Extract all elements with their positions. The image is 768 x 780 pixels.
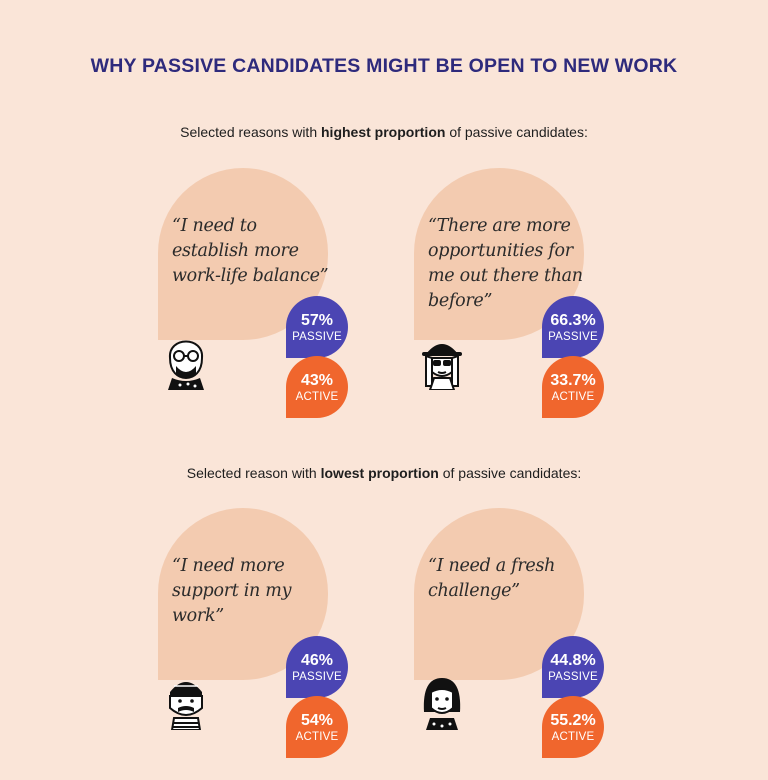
passive-percent: 44.8% — [550, 652, 596, 669]
bald-man-glasses-icon — [168, 340, 204, 390]
active-badge: 43% ACTIVE — [286, 356, 348, 418]
quote-text: “I need more support in my work” — [172, 556, 292, 626]
passive-label: PASSIVE — [292, 671, 342, 683]
active-label: ACTIVE — [551, 731, 595, 743]
woman-hat-sunglasses-icon — [422, 344, 462, 390]
section-low-pre: Selected reason with — [186, 465, 321, 481]
active-percent: 43% — [300, 372, 334, 389]
woman-bob-hair-icon — [423, 678, 461, 730]
man-beanie-mustache-icon — [169, 682, 203, 730]
section-high-post: of passive candidates: — [445, 124, 588, 140]
passive-badge: 66.3% PASSIVE — [542, 296, 604, 358]
quote-text: “I need a fresh challenge” — [428, 556, 556, 601]
active-percent: 55.2% — [550, 712, 596, 729]
active-label: ACTIVE — [295, 391, 339, 403]
reason-card-fresh-challenge: “I need a fresh challenge” 44.8% PASSIVE… — [414, 508, 714, 768]
passive-badge: 44.8% PASSIVE — [542, 636, 604, 698]
passive-percent: 66.3% — [550, 312, 596, 329]
passive-label: PASSIVE — [548, 671, 598, 683]
section-low-post: of passive candidates: — [438, 465, 582, 481]
passive-percent: 46% — [300, 652, 334, 669]
quote-text: “I need to establish more work-life bala… — [172, 216, 329, 286]
active-percent: 54% — [300, 712, 334, 729]
reason-card-more-opportunities: “There are more opportunities for me out… — [414, 168, 714, 428]
passive-percent: 57% — [300, 312, 334, 329]
section-low-heading: Selected reason with lowest proportion o… — [0, 465, 768, 481]
active-label: ACTIVE — [295, 731, 339, 743]
section-high-heading: Selected reasons with highest proportion… — [0, 124, 768, 140]
active-badge: 55.2% ACTIVE — [542, 696, 604, 758]
section-high-pre: Selected reasons with — [180, 124, 321, 140]
passive-badge: 46% PASSIVE — [286, 636, 348, 698]
page-title: WHY PASSIVE CANDIDATES MIGHT BE OPEN TO … — [90, 55, 678, 77]
section-high-bold: highest proportion — [321, 124, 446, 140]
reason-card-work-life-balance: “I need to establish more work-life bala… — [158, 168, 458, 428]
quote-text: “There are more opportunities for me out… — [428, 216, 583, 311]
active-percent: 33.7% — [550, 372, 596, 389]
section-low-bold: lowest proportion — [320, 465, 439, 481]
passive-badge: 57% PASSIVE — [286, 296, 348, 358]
active-label: ACTIVE — [551, 391, 595, 403]
reason-card-more-support: “I need more support in my work” 46% PAS… — [158, 508, 458, 768]
passive-label: PASSIVE — [548, 331, 598, 343]
active-badge: 33.7% ACTIVE — [542, 356, 604, 418]
passive-label: PASSIVE — [292, 331, 342, 343]
active-badge: 54% ACTIVE — [286, 696, 348, 758]
